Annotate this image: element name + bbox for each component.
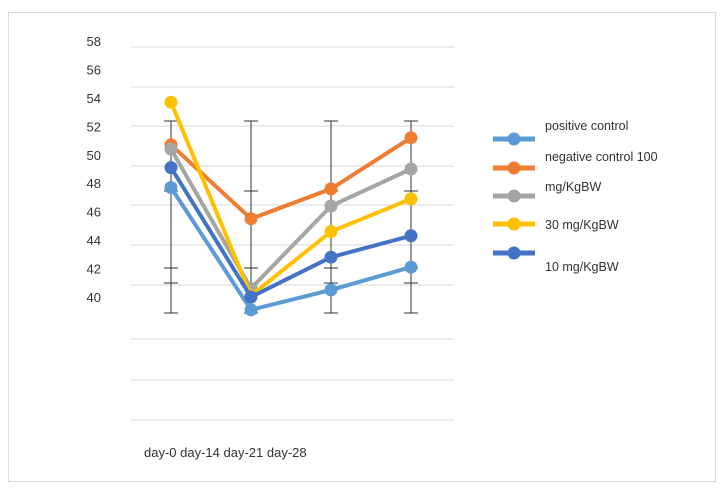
legend-swatch-marker — [507, 217, 521, 231]
y-tick-label: 54 — [87, 91, 101, 106]
data-point — [404, 131, 418, 145]
legend-item: mg/KgBW — [493, 180, 601, 203]
legend-item: 10 mg/KgBW — [493, 246, 619, 274]
data-point — [244, 212, 258, 226]
line-chart: 58 56 54 52 50 48 46 44 42 40 positive control neg… — [87, 34, 658, 460]
y-tick-label: 42 — [87, 262, 101, 277]
legend-swatch-marker — [507, 161, 521, 175]
chart-frame: 58 56 54 52 50 48 46 44 42 40 positive control neg… — [8, 12, 716, 482]
y-tick-label: 46 — [87, 205, 101, 220]
series-30-mg-kgbw — [164, 95, 418, 303]
y-tick-label: 50 — [87, 148, 101, 163]
series-lines — [164, 95, 418, 317]
x-axis-category-labels: day-0 day-14 day-21 day-28 — [144, 445, 307, 460]
legend-label: 10 mg/KgBW — [545, 260, 619, 274]
y-tick-label: 48 — [87, 176, 101, 191]
data-point — [404, 260, 418, 274]
legend-item: negative control 100 — [493, 150, 658, 175]
data-point — [324, 225, 338, 239]
legend: positive control negative control 100 mg/K… — [493, 119, 658, 274]
y-tick-label: 44 — [87, 233, 101, 248]
data-point — [324, 283, 338, 297]
data-point — [164, 142, 178, 156]
series-line — [169, 147, 413, 291]
data-point — [324, 182, 338, 196]
legend-swatch-marker — [507, 189, 521, 203]
legend-swatch-marker — [507, 132, 521, 146]
data-point — [164, 161, 178, 175]
data-point — [324, 250, 338, 264]
data-point — [244, 290, 258, 304]
legend-label: 30 mg/KgBW — [545, 218, 619, 232]
data-point — [404, 229, 418, 243]
legend-item: 30 mg/KgBW — [493, 217, 619, 232]
legend-item: positive control — [493, 119, 628, 146]
legend-label: negative control 100 — [545, 150, 658, 164]
y-tick-label: 56 — [87, 62, 101, 77]
series-positive-control — [164, 181, 418, 317]
series-line — [169, 185, 413, 312]
y-tick-label: 52 — [87, 119, 101, 134]
data-point — [164, 181, 178, 194]
y-tick-label: 58 — [87, 34, 101, 49]
legend-label: mg/KgBW — [545, 180, 601, 194]
data-point — [164, 95, 178, 109]
legend-label: positive control — [545, 119, 628, 133]
data-point — [244, 303, 258, 317]
series-line — [169, 100, 413, 298]
series-line — [169, 135, 413, 221]
data-point — [404, 192, 418, 206]
series-line — [169, 165, 413, 299]
y-axis-ticks: 58 56 54 52 50 48 46 44 42 40 — [87, 34, 101, 305]
data-point — [324, 199, 338, 213]
legend-swatch-marker — [507, 246, 521, 260]
data-point — [404, 162, 418, 176]
series-10-mg-kgbw — [164, 161, 418, 304]
y-tick-label: 40 — [87, 290, 101, 305]
